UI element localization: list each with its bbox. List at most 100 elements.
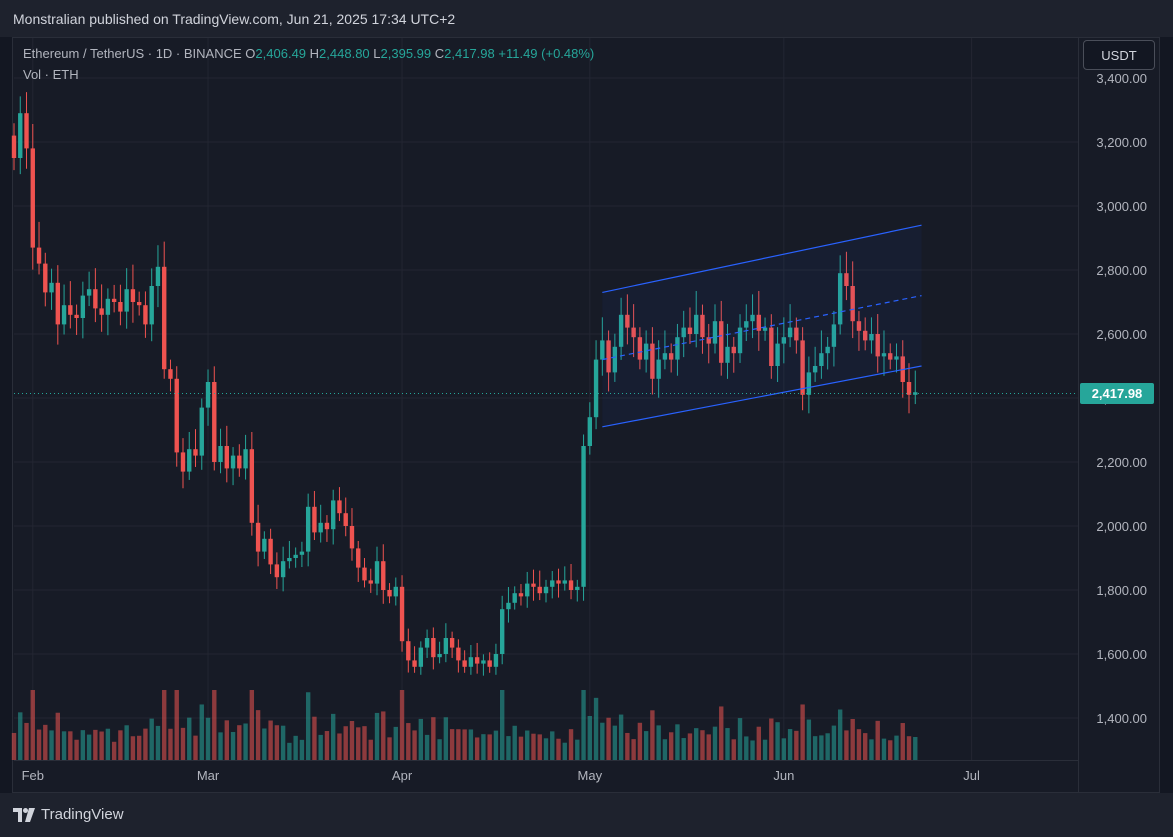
candle-body	[700, 314, 705, 338]
volume-bar	[368, 739, 373, 760]
volume-bar	[174, 690, 179, 760]
candle-body	[875, 334, 880, 357]
high-value: 2,448.80	[319, 46, 370, 61]
volume-bar	[30, 690, 35, 760]
volume-bar	[312, 716, 317, 760]
volume-bar	[187, 717, 192, 760]
price-tick-label: 3,200.00	[1096, 135, 1147, 150]
candle-body	[168, 369, 173, 379]
candle-body	[525, 583, 530, 597]
candle-body	[124, 289, 129, 312]
volume-bar	[556, 738, 561, 760]
candle-body	[456, 647, 461, 661]
candle-body	[869, 334, 874, 341]
candle-body	[274, 564, 280, 578]
volume-bar	[343, 726, 348, 760]
volume-bar	[850, 719, 855, 760]
open-value: 2,406.49	[255, 46, 307, 61]
volume-bar	[550, 731, 555, 760]
volume-bar	[118, 730, 123, 760]
volume-bar	[418, 718, 424, 760]
candle-body	[474, 657, 480, 664]
volume-bar	[675, 724, 680, 760]
volume-bars	[11, 690, 918, 760]
candle-body	[180, 452, 186, 472]
candle-body	[587, 417, 593, 446]
volume-bar	[612, 725, 618, 760]
volume-bar	[712, 726, 718, 760]
volume-bar	[606, 717, 611, 760]
volume-legend[interactable]: Vol · ETH	[23, 67, 79, 82]
candle-body	[825, 346, 830, 354]
candle-body	[543, 586, 549, 594]
publish-bar	[0, 0, 1173, 37]
volume-bar	[487, 734, 492, 760]
volume-bar	[249, 690, 255, 760]
volume-bar	[906, 736, 912, 760]
candle-body	[230, 455, 236, 469]
candle-body	[894, 356, 899, 360]
volume-bar	[900, 723, 905, 760]
volume-bar	[268, 720, 273, 760]
candle-body	[237, 455, 242, 469]
volume-bar	[162, 690, 167, 760]
volume-bar	[431, 717, 436, 760]
volume-bar	[593, 697, 599, 760]
volume-bar	[349, 721, 355, 760]
symbol-legend[interactable]: Ethereum / TetherUS · 1D · BINANCE O2,40…	[23, 46, 594, 61]
volume-bar	[74, 739, 79, 760]
candle-body	[318, 522, 323, 533]
volume-bar	[518, 736, 524, 760]
candle-body	[706, 337, 711, 344]
candle-body	[812, 366, 818, 373]
candle-body	[662, 353, 668, 360]
volume-bar	[643, 731, 649, 760]
volume-bar	[287, 742, 292, 760]
volume-bar	[381, 711, 386, 760]
volume-bar	[124, 725, 129, 760]
volume-bar	[856, 729, 862, 760]
volume-bar	[668, 732, 674, 760]
tradingview-brand[interactable]: TradingView	[13, 806, 124, 823]
candle-body	[819, 353, 824, 366]
candle-body	[162, 266, 167, 370]
candle-body	[324, 522, 330, 530]
candle-body	[431, 638, 436, 658]
price-tick-label: 2,800.00	[1096, 263, 1147, 278]
candles	[11, 92, 918, 676]
volume-bar	[681, 738, 686, 760]
volume-bar	[374, 712, 380, 760]
candle-body	[343, 513, 348, 526]
time-tick-label: Apr	[392, 768, 413, 783]
candle-body	[775, 343, 780, 366]
close-label: C	[434, 46, 445, 61]
price-tick-label: 1,800.00	[1096, 583, 1147, 598]
volume-bar	[587, 716, 593, 760]
volume-bar	[481, 734, 486, 760]
volume-bar	[230, 731, 236, 760]
volume-bar	[794, 730, 799, 760]
volume-bar	[800, 704, 805, 760]
candle-body	[556, 580, 561, 584]
candle-body	[462, 660, 467, 667]
candle-body	[418, 647, 424, 667]
candle-body	[80, 295, 86, 318]
candle-body	[550, 580, 555, 587]
volume-bar	[756, 726, 761, 760]
volume-bar	[105, 728, 111, 760]
candle-body	[293, 554, 298, 558]
candle-body	[30, 148, 35, 248]
volume-bar	[837, 709, 843, 760]
volume-bar	[212, 690, 217, 760]
volume-bar	[274, 725, 280, 760]
candle-body	[650, 343, 655, 379]
low-value: 2,395.99	[380, 46, 432, 61]
currency-button[interactable]: USDT	[1083, 40, 1155, 70]
candle-body	[906, 382, 912, 395]
candle-body	[499, 609, 505, 654]
volume-bar	[806, 719, 812, 760]
volume-bar	[237, 725, 242, 760]
candle-body	[694, 314, 699, 334]
candle-body	[143, 305, 148, 325]
